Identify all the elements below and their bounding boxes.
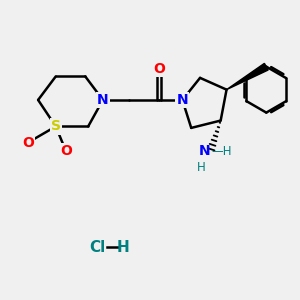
Polygon shape xyxy=(226,63,268,90)
Text: O: O xyxy=(22,136,34,150)
Text: N: N xyxy=(177,93,188,107)
Text: N: N xyxy=(199,145,210,158)
Text: —H: —H xyxy=(211,145,232,158)
Text: H: H xyxy=(197,161,206,174)
Text: H: H xyxy=(117,240,130,255)
Text: O: O xyxy=(153,62,165,76)
Text: S: S xyxy=(51,119,61,134)
Text: Cl: Cl xyxy=(89,240,105,255)
Text: O: O xyxy=(60,145,72,158)
Text: N: N xyxy=(97,93,109,107)
